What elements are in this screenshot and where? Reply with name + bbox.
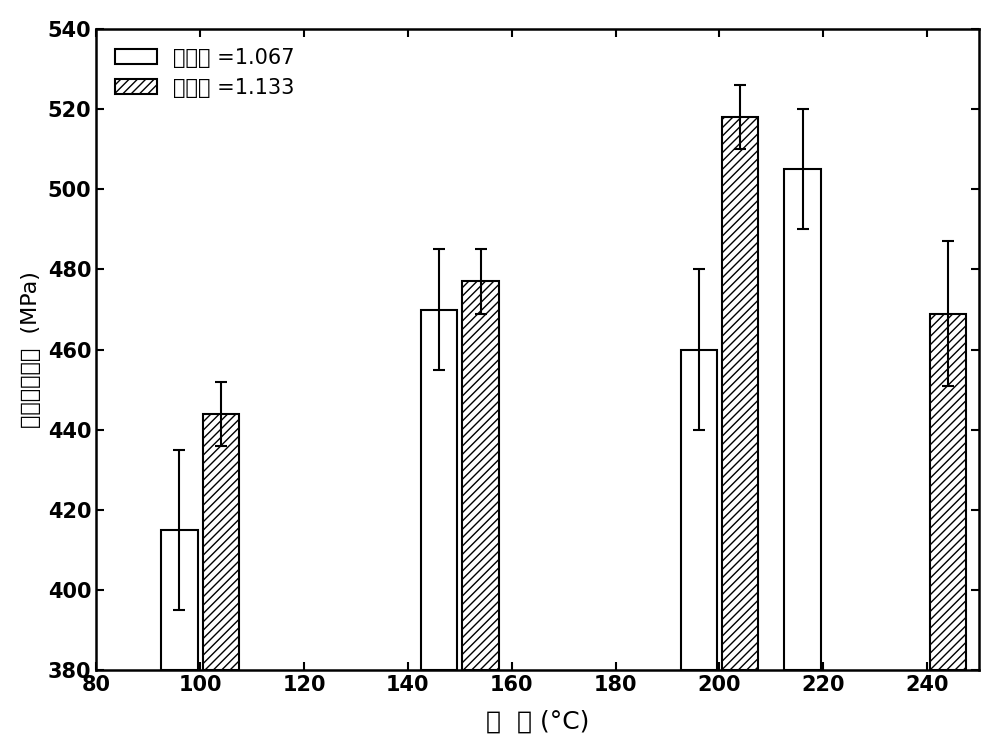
Legend: 拉伸比 =1.067, 拉伸比 =1.133: 拉伸比 =1.067, 拉伸比 =1.133 [107,39,303,106]
Bar [930,314,966,670]
Bar [784,169,821,670]
Bar [161,530,198,670]
Bar [421,310,457,670]
Y-axis label: 平均拉伸强度  (MPa): 平均拉伸强度 (MPa) [21,271,41,428]
Bar [681,350,717,670]
Bar [722,117,758,670]
Bar [462,281,499,670]
X-axis label: 温  度 (°C): 温 度 (°C) [486,710,589,733]
Bar [203,414,239,670]
